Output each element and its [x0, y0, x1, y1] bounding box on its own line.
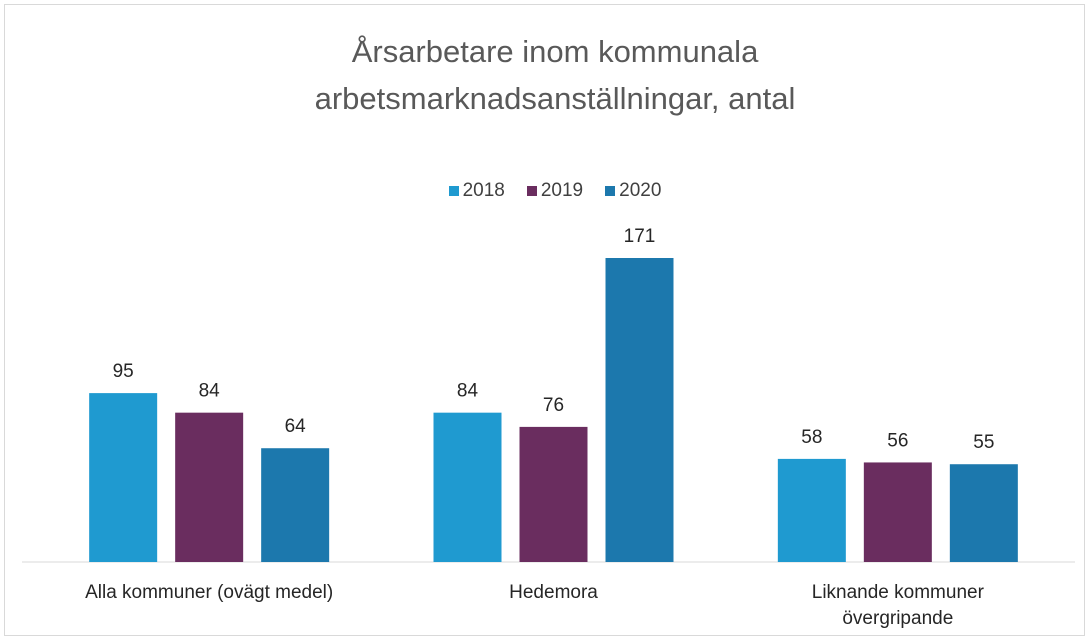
- data-label: 56: [887, 430, 908, 451]
- chart-frame: [4, 4, 1085, 636]
- legend-item: 2018: [448, 180, 505, 202]
- legend-item: 2019: [526, 180, 584, 202]
- legend: 2018 2019 2020: [0, 180, 1091, 202]
- bar: [605, 258, 674, 562]
- data-label: 84: [457, 381, 479, 402]
- bar: [261, 448, 330, 562]
- bar: [777, 458, 846, 562]
- x-tick-label: Alla kommuner (ovägt medel): [85, 582, 334, 603]
- bar: [89, 393, 158, 562]
- legend-label: 2020: [619, 180, 662, 201]
- x-tick-label: Liknande kommuner övergripande: [811, 582, 984, 629]
- bar: [863, 462, 932, 562]
- legend-swatch: [448, 186, 459, 196]
- legend-swatch: [605, 186, 616, 196]
- data-label: 76: [543, 395, 564, 416]
- bar: [949, 464, 1018, 562]
- bar: [519, 426, 588, 562]
- legend-label: 2018: [462, 180, 505, 201]
- data-label: 58: [801, 427, 822, 448]
- data-label: 84: [199, 381, 221, 402]
- data-label: 95: [113, 361, 134, 382]
- x-tick-label: Hedemora: [509, 582, 598, 603]
- chart-title: Årsarbetare inom kommunala arbetsmarknad…: [314, 34, 796, 116]
- bar: [175, 412, 244, 562]
- bar: [433, 412, 502, 562]
- data-label: 171: [624, 226, 656, 247]
- legend-label: 2019: [540, 180, 584, 201]
- data-label: 64: [285, 416, 307, 437]
- data-label: 55: [973, 432, 994, 453]
- legend-swatch: [526, 186, 537, 196]
- legend-item: 2020: [605, 180, 661, 202]
